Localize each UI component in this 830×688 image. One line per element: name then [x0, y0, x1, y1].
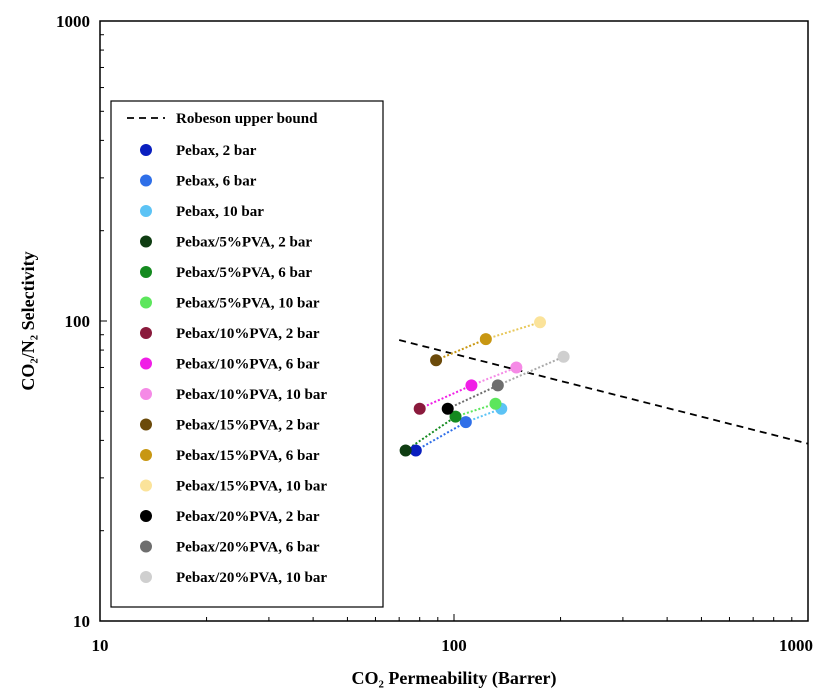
legend-label: Pebax/15%PVA, 6 bar — [176, 448, 320, 464]
connector-line — [471, 366, 517, 387]
connector-line — [447, 384, 499, 410]
y-minor-ticks — [100, 20, 107, 622]
legend-label: Pebax/10%PVA, 6 bar — [176, 357, 320, 373]
y-tick-label-100: 100 — [65, 312, 91, 331]
legend-label: Pebax/15%PVA, 10 bar — [176, 479, 327, 495]
legend-label: Pebax/20%PVA, 2 bar — [176, 509, 320, 525]
legend-items: Pebax, 2 bar Pebax, 6 bar Pebax, 10 bar Peb… — [140, 143, 327, 586]
x-tick-label-1000: 1000 — [779, 636, 813, 655]
y-tick-label-10: 10 — [73, 612, 90, 631]
y-axis-title: CO₂/N₂ Selectivity — [18, 251, 38, 390]
data-point — [491, 379, 504, 392]
legend-label: Pebax/20%PVA, 10 bar — [176, 570, 327, 586]
connector-line — [419, 384, 472, 410]
legend-marker — [140, 418, 152, 431]
legend-label: Pebax/20%PVA, 6 bar — [176, 540, 320, 556]
connector-line — [435, 338, 487, 362]
data-point — [441, 402, 454, 415]
y-tick-label-1000: 1000 — [56, 12, 90, 31]
connector-lines — [405, 321, 565, 452]
legend-box — [110, 100, 384, 608]
legend: Robeson upper bound Pebax, 2 bar Pebax, 6… — [110, 100, 384, 608]
data-point — [413, 402, 426, 415]
legend-marker — [140, 510, 152, 522]
legend-marker — [140, 205, 152, 217]
data-point — [465, 379, 478, 392]
legend-marker — [140, 174, 152, 187]
connector-line — [485, 321, 541, 341]
data-point — [459, 416, 472, 429]
data-points — [399, 316, 570, 457]
legend-marker — [140, 144, 152, 156]
legend-upper-bound-label: Robeson upper bound — [176, 111, 318, 127]
legend-label: Pebax/5%PVA, 6 bar — [176, 265, 312, 281]
x-tick-label-100: 100 — [441, 636, 467, 655]
legend-marker — [140, 327, 152, 339]
data-point — [430, 354, 443, 367]
legend-marker — [140, 357, 152, 370]
data-point — [534, 316, 547, 329]
data-point — [399, 444, 412, 457]
connector-line — [415, 421, 467, 452]
legend-marker — [140, 540, 152, 553]
data-point — [449, 410, 462, 423]
legend-marker — [140, 296, 152, 309]
data-point — [409, 444, 422, 457]
x-tick-label-10: 10 — [92, 636, 109, 655]
data-point — [557, 350, 570, 363]
legend-marker — [140, 388, 152, 400]
legend-marker — [140, 266, 152, 278]
legend-marker — [140, 235, 152, 248]
legend-label: Pebax/5%PVA, 2 bar — [176, 235, 312, 251]
robeson-upper-bound-line — [398, 339, 809, 445]
x-minor-ticks — [99, 614, 809, 621]
legend-label: Pebax/15%PVA, 2 bar — [176, 418, 320, 434]
data-point — [510, 361, 523, 374]
legend-label: Pebax, 6 bar — [176, 174, 257, 190]
data-point — [489, 397, 502, 410]
legend-label: Pebax, 2 bar — [176, 143, 257, 159]
data-point — [479, 333, 492, 346]
legend-label: Pebax/5%PVA, 10 bar — [176, 296, 320, 312]
x-axis-title: CO₂ Permeability (Barrer) — [352, 668, 557, 688]
legend-label: Pebax/10%PVA, 10 bar — [176, 387, 327, 403]
legend-label: Pebax/10%PVA, 2 bar — [176, 326, 320, 342]
legend-label: Pebax, 10 bar — [176, 204, 264, 220]
connector-line — [455, 402, 496, 418]
legend-marker — [140, 479, 152, 492]
legend-marker — [140, 571, 152, 583]
legend-marker — [140, 449, 152, 461]
